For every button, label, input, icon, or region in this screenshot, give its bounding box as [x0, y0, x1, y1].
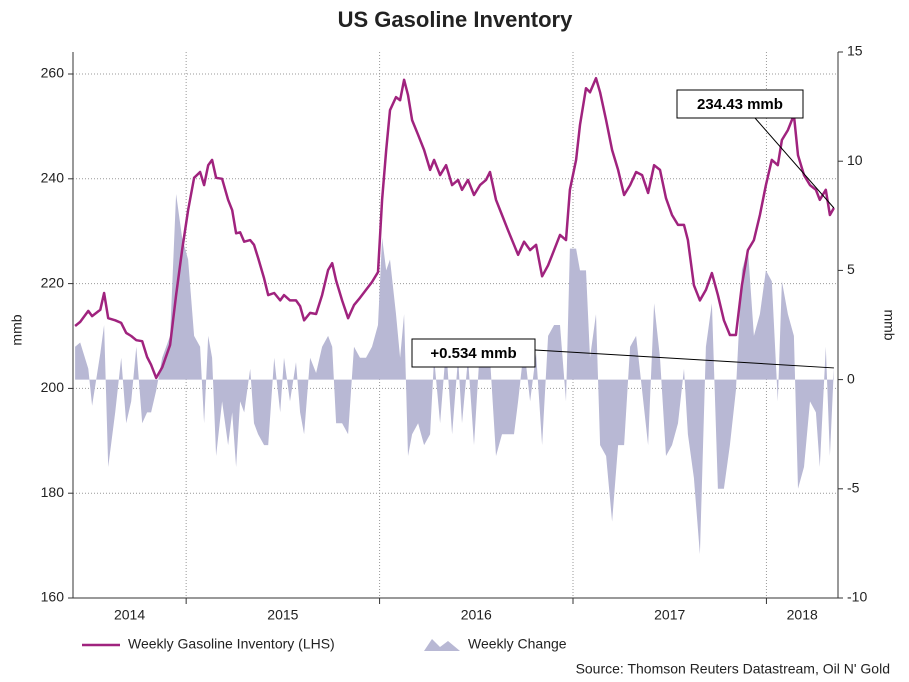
y2-tick-label: -5	[847, 480, 860, 496]
y2-tick-label: 5	[847, 261, 855, 277]
annotation-leader	[534, 349, 834, 369]
y-tick-label: 200	[41, 379, 65, 395]
annotation-box	[411, 338, 536, 368]
y2-tick-label: -10	[847, 589, 867, 605]
source: Source: Thomson Reuters Datastream, Oil …	[576, 661, 890, 677]
legend-swatch	[424, 639, 460, 651]
annotation-leader	[754, 117, 835, 209]
chart-title: US Gasoline Inventory	[338, 7, 573, 32]
y2-tick-label: 0	[847, 370, 855, 386]
annotation: +0.534 mmb	[430, 345, 516, 362]
legend-label: Weekly Gasoline Inventory (LHS)	[128, 636, 335, 652]
x-tick-label: 2018	[787, 607, 818, 623]
x-tick-label: 2016	[461, 607, 492, 623]
y-tick-label: 260	[41, 65, 65, 81]
annotation-box	[676, 89, 804, 119]
x-tick-label: 2014	[114, 607, 145, 623]
y2-tick-label: 15	[847, 43, 863, 59]
y-tick-label: 160	[41, 589, 65, 605]
line	[74, 76, 835, 380]
legend-label: Weekly Change	[468, 636, 567, 652]
y2-axis-label: mmb	[881, 309, 897, 340]
y-tick-label: 180	[41, 484, 65, 500]
y-tick-label: 240	[41, 170, 65, 186]
x-tick-label: 2015	[267, 607, 298, 623]
x-tick-label: 2017	[654, 607, 685, 623]
y-axis-label: mmb	[9, 314, 25, 345]
area	[75, 194, 834, 555]
annotation: 234.43 mmb	[697, 96, 783, 113]
y2-tick-label: 10	[847, 152, 863, 168]
y-tick-label: 220	[41, 274, 65, 290]
